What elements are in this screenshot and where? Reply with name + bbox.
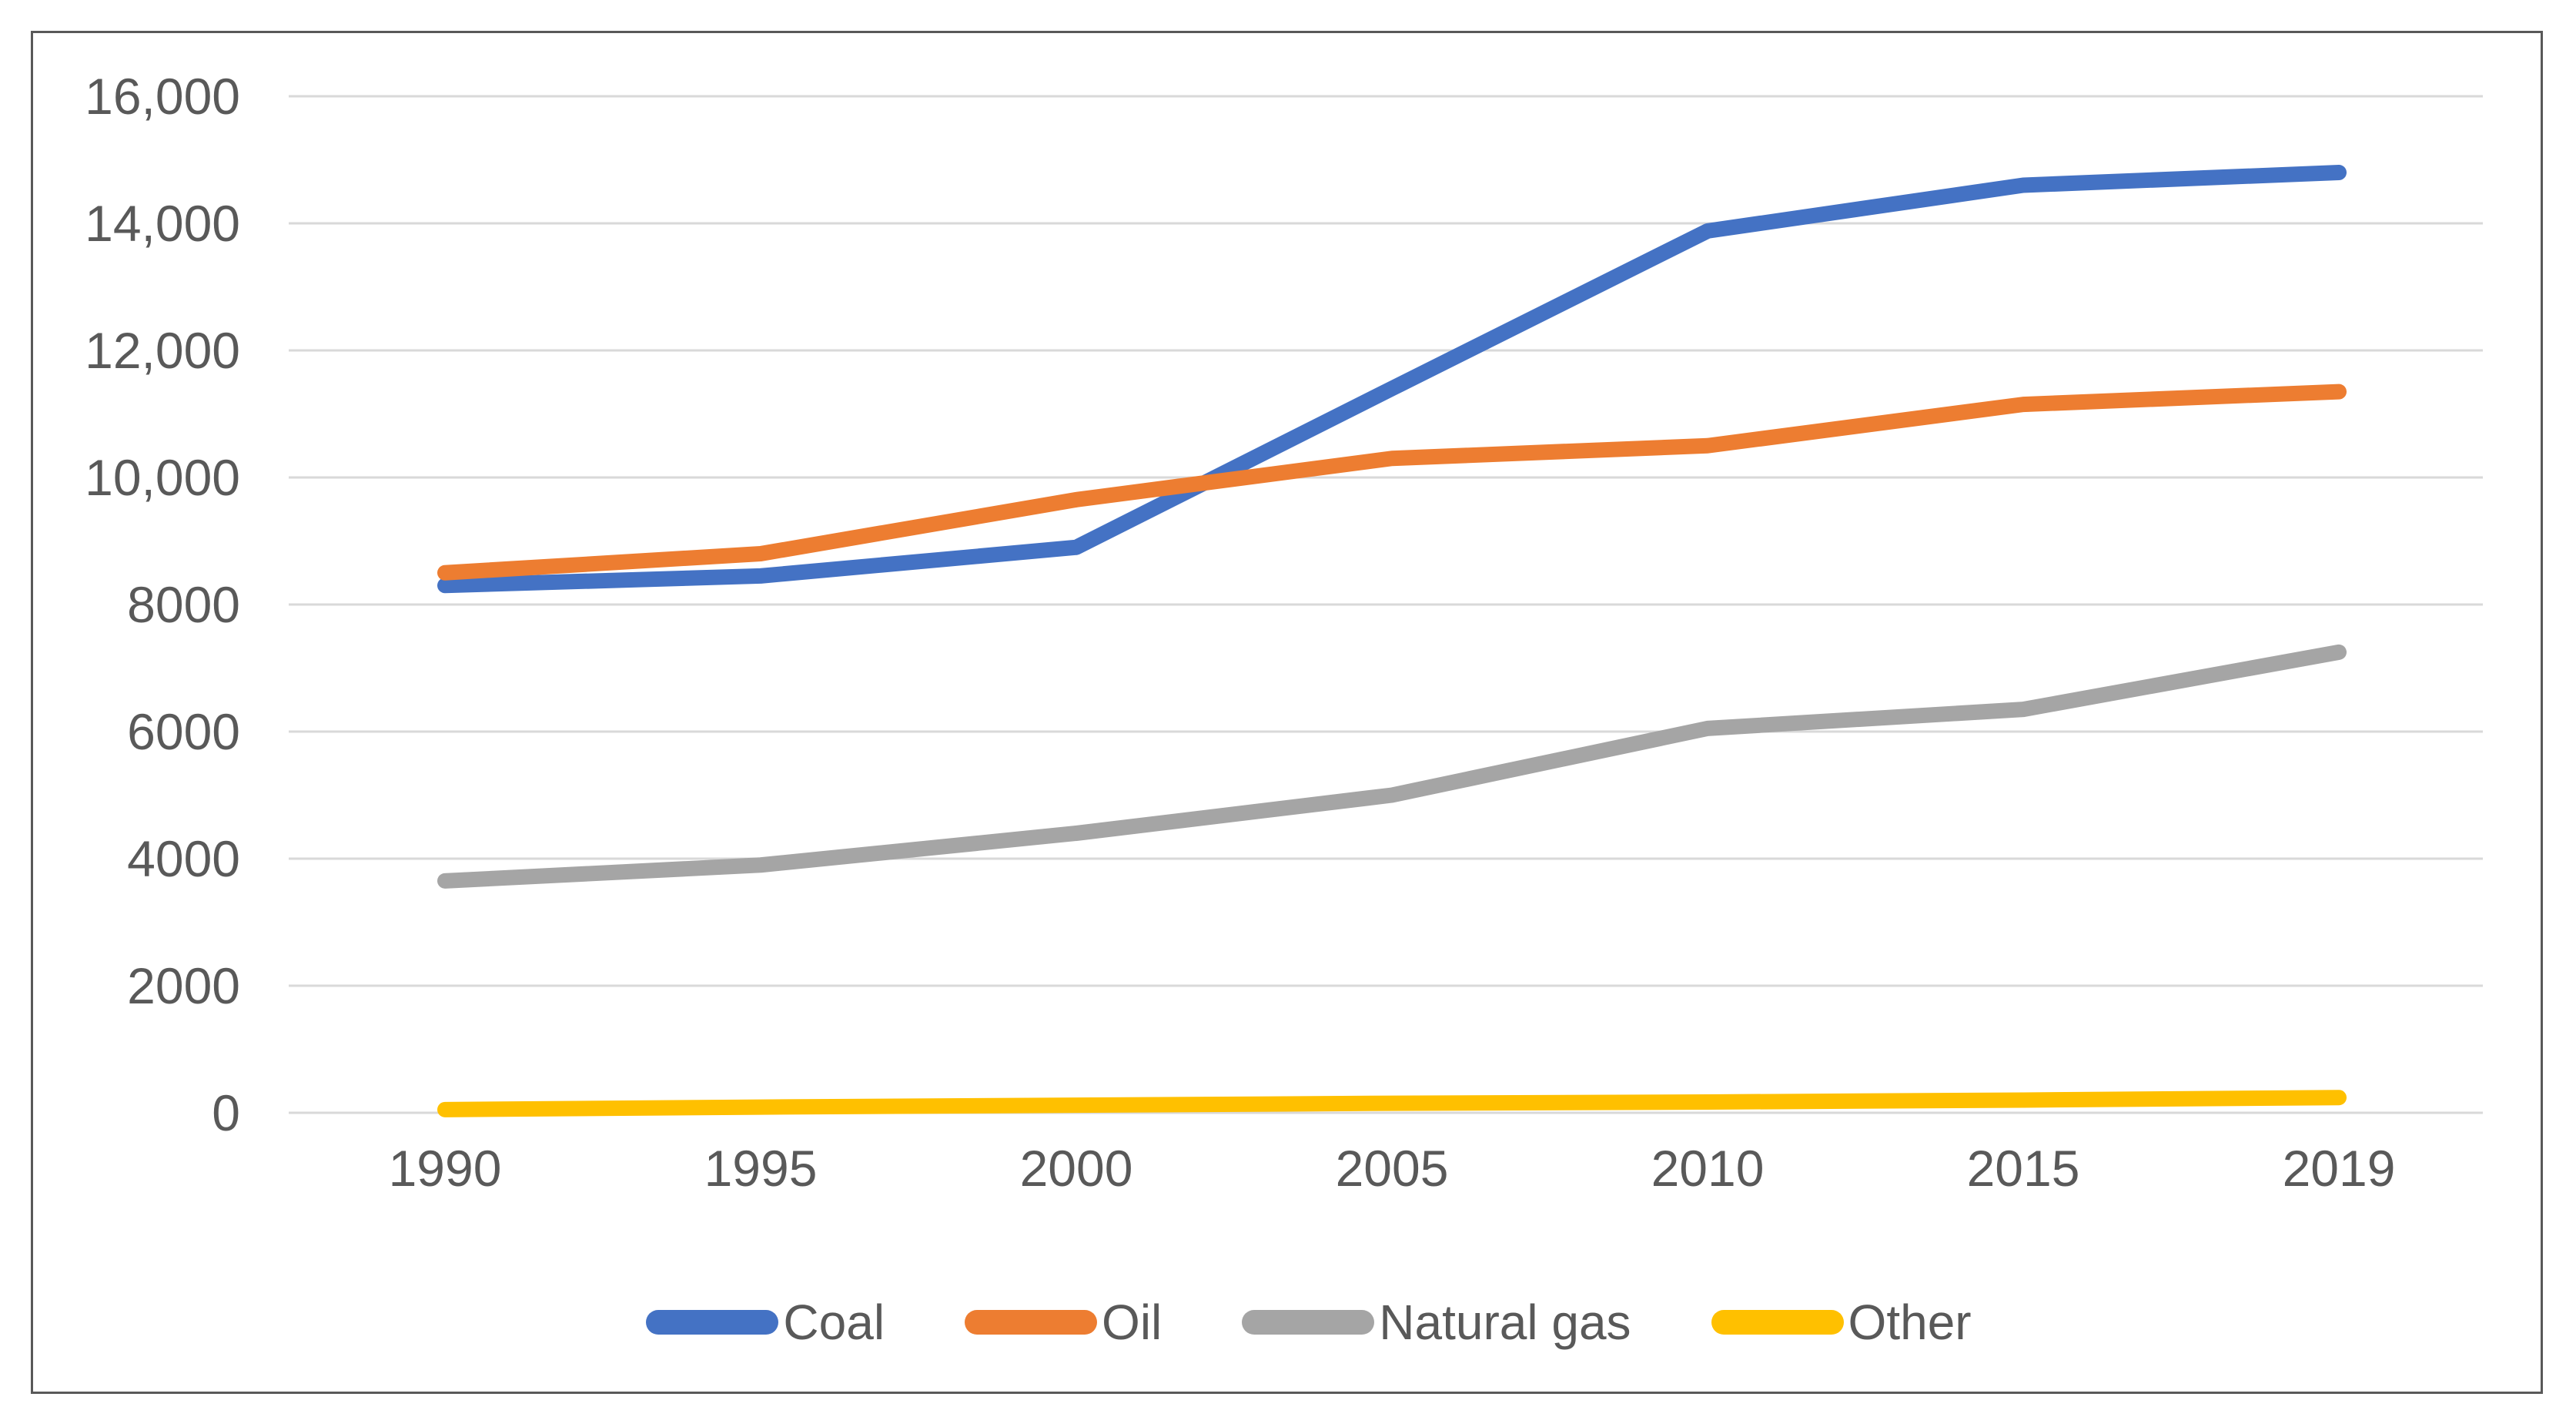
legend-item-oil[interactable]: Oil bbox=[965, 1298, 1162, 1347]
y-tick-label-16000: 16,000 bbox=[85, 68, 240, 125]
legend-swatch-other bbox=[1711, 1310, 1844, 1335]
x-tick-label-2019: 2019 bbox=[2283, 1140, 2396, 1197]
y-tick-label-8000: 8000 bbox=[127, 576, 240, 633]
x-tick-label-1990: 1990 bbox=[389, 1140, 502, 1197]
series-line-coal bbox=[437, 165, 2347, 594]
legend-label-other: Other bbox=[1848, 1295, 1972, 1350]
y-tick-label-4000: 4000 bbox=[127, 830, 240, 887]
legend-label-coal: Coal bbox=[783, 1295, 885, 1350]
legend-item-natural-gas[interactable]: Natural gas bbox=[1242, 1298, 1631, 1347]
series-line-oil bbox=[437, 384, 2347, 581]
legend-item-other[interactable]: Other bbox=[1711, 1298, 1972, 1347]
x-tick-label-2010: 2010 bbox=[1651, 1140, 1765, 1197]
legend-label-oil: Oil bbox=[1102, 1295, 1163, 1350]
x-tick-label-2005: 2005 bbox=[1336, 1140, 1449, 1197]
legend-item-coal[interactable]: Coal bbox=[646, 1298, 885, 1347]
series-line-natural-gas bbox=[437, 644, 2347, 889]
y-tick-label-6000: 6000 bbox=[127, 703, 240, 760]
chart-frame bbox=[31, 31, 2543, 1394]
legend-swatch-natural-gas bbox=[1242, 1310, 1375, 1335]
y-tick-label-10000: 10,000 bbox=[85, 449, 240, 506]
x-tick-label-2000: 2000 bbox=[1020, 1140, 1133, 1197]
legend-swatch-coal bbox=[646, 1310, 779, 1335]
series-line-other bbox=[437, 1090, 2347, 1117]
legend-label-natural-gas: Natural gas bbox=[1379, 1295, 1631, 1350]
legend-swatch-oil bbox=[965, 1310, 1098, 1335]
y-tick-label-12000: 12,000 bbox=[85, 322, 240, 379]
y-tick-label-14000: 14,000 bbox=[85, 195, 240, 252]
x-tick-label-1995: 1995 bbox=[704, 1140, 818, 1197]
x-tick-label-2015: 2015 bbox=[1967, 1140, 2080, 1197]
y-tick-label-0: 0 bbox=[212, 1084, 240, 1141]
chart-legend: Coal Oil Natural gas Other bbox=[154, 1288, 2464, 1357]
y-tick-label-2000: 2000 bbox=[127, 957, 240, 1014]
